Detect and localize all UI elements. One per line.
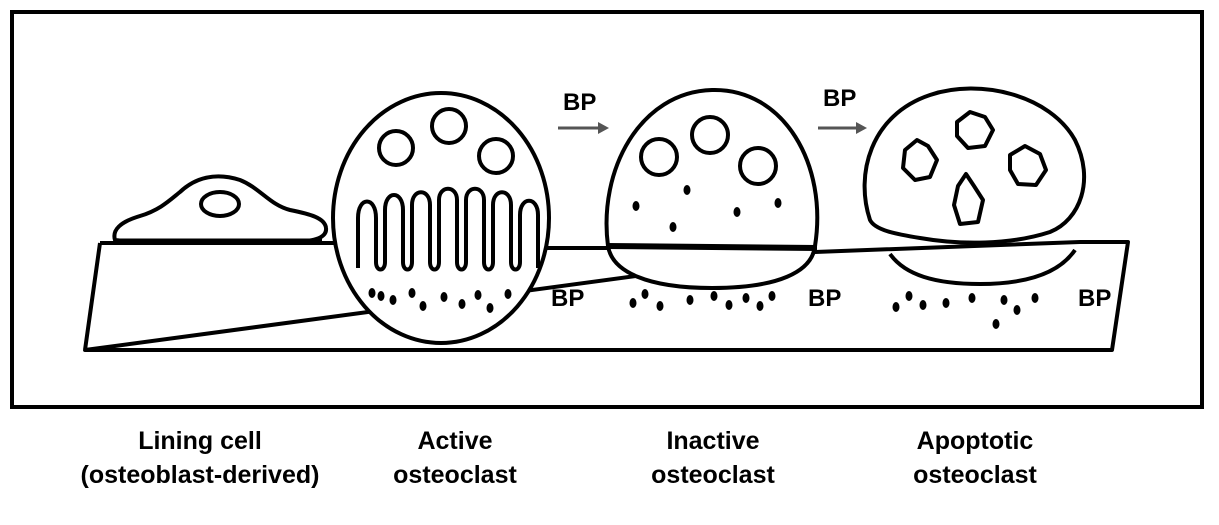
bp-arrow-label: BP [563, 89, 596, 116]
inactive-osteoclast [604, 87, 820, 311]
inactive-osteoclast-body [604, 87, 820, 291]
lining-cell-nucleus [199, 190, 241, 218]
apoptotic-nucleus [955, 110, 995, 150]
caption-line: Active [417, 427, 493, 455]
caption-apoptotic-osteoclast: Apoptotic osteoclast [855, 424, 1095, 492]
intracellular-particles [632, 185, 782, 232]
apoptotic-nucleus [901, 138, 939, 182]
active-osteoclast [331, 91, 551, 345]
ruffled-border [356, 186, 540, 272]
caption-line: osteoclast [913, 461, 1037, 489]
caption-line: Apoptotic [916, 427, 1034, 455]
bp-bone-label: BP [808, 285, 841, 312]
caption-line: (osteoblast-derived) [80, 461, 320, 489]
caption-inactive-osteoclast: Inactive osteoclast [593, 424, 833, 492]
caption-line: Inactive [666, 427, 760, 455]
active-osteoclast-nucleus [430, 107, 468, 145]
bp-bone-label: BP [1078, 285, 1111, 312]
caption-line: osteoclast [393, 461, 517, 489]
apoptotic-nucleus [1008, 144, 1048, 187]
inactive-osteoclast-nucleus [738, 146, 778, 186]
active-osteoclast-nucleus [377, 129, 415, 167]
inactive-sealing-line [605, 243, 818, 251]
bp-arrow-2: BP [818, 85, 867, 134]
bp-arrow-1: BP [558, 89, 609, 134]
apoptotic-nucleus [952, 172, 985, 226]
active-osteoclast-nucleus [477, 137, 515, 175]
inactive-osteoclast-nucleus [690, 115, 730, 155]
caption-lining-cell: Lining cell (osteoblast-derived) [80, 424, 320, 492]
inactive-osteoclast-nucleus [639, 137, 679, 177]
resorption-pit [888, 248, 1077, 287]
lining-cell [112, 174, 329, 244]
apoptotic-osteoclast-body [862, 86, 1086, 245]
resorption-particles [892, 291, 1039, 329]
caption-line: osteoclast [651, 461, 775, 489]
bp-bone-label: BP [551, 285, 584, 312]
caption-line: Lining cell [138, 427, 262, 455]
apoptotic-osteoclast [862, 86, 1086, 329]
diagram-frame [10, 10, 1204, 409]
caption-active-osteoclast: Active osteoclast [335, 424, 575, 492]
resorption-particles [629, 289, 776, 311]
bp-arrow-label: BP [823, 85, 856, 112]
resorption-particles [368, 288, 512, 313]
